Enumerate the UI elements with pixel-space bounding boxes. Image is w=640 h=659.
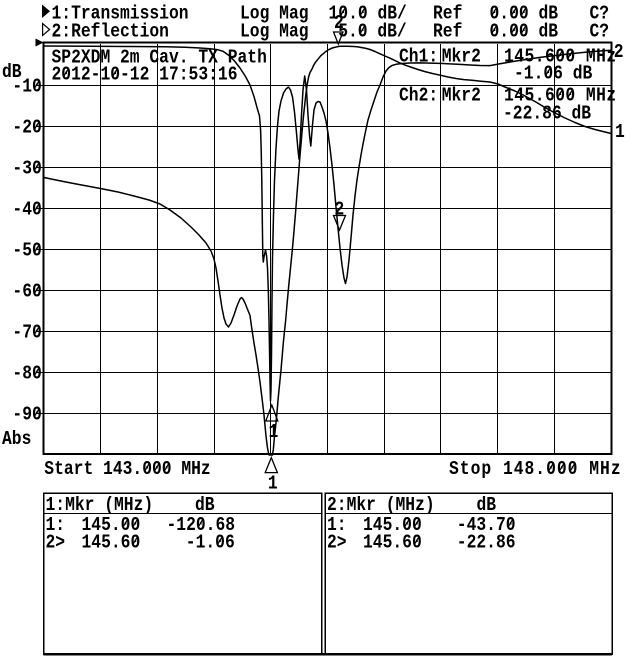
svg-text:1:Mkr (MHz): 1:Mkr (MHz) xyxy=(46,495,154,517)
svg-text:-80: -80 xyxy=(12,364,41,386)
svg-text:Ch1:: Ch1: xyxy=(399,46,438,68)
svg-text:Mkr2: Mkr2 xyxy=(442,85,481,107)
svg-text:Stop 148.000 MHz: Stop 148.000 MHz xyxy=(449,459,622,481)
svg-text:dB: dB xyxy=(477,495,497,517)
svg-text:dB: dB xyxy=(195,495,215,517)
svg-text:Log Mag: Log Mag xyxy=(240,3,309,25)
svg-text:-10: -10 xyxy=(12,77,41,99)
svg-text:-70: -70 xyxy=(12,323,41,345)
svg-text:-40: -40 xyxy=(12,200,41,222)
svg-text:2: 2 xyxy=(334,13,344,35)
svg-text:1:Transmission: 1:Transmission xyxy=(52,3,189,25)
svg-text:5.0 dB/: 5.0 dB/ xyxy=(338,21,407,43)
svg-text:SP2XDM 2m Cav. TX Path: SP2XDM 2m Cav. TX Path xyxy=(52,47,267,69)
svg-text:Log Mag: Log Mag xyxy=(240,21,309,43)
svg-text:-20: -20 xyxy=(12,118,41,140)
svg-text:0.00 dB: 0.00 dB xyxy=(490,21,559,43)
svg-text:145.60: 145.60 xyxy=(82,532,141,554)
svg-text:2: 2 xyxy=(614,42,624,64)
svg-text:Ref: Ref xyxy=(433,3,462,25)
svg-text:2:Mkr (MHz): 2:Mkr (MHz) xyxy=(327,495,435,517)
svg-text:145.600 MHz: 145.600 MHz xyxy=(504,85,617,107)
svg-text:-22.86: -22.86 xyxy=(457,532,516,554)
svg-text:2: 2 xyxy=(335,199,345,221)
svg-text:Start 143.000 MHz: Start 143.000 MHz xyxy=(44,459,210,481)
svg-text:Abs: Abs xyxy=(2,429,31,451)
svg-text:145.00: 145.00 xyxy=(82,515,141,537)
svg-text:-30: -30 xyxy=(12,159,41,181)
svg-text:2>: 2> xyxy=(327,532,347,554)
svg-text:Ch2:: Ch2: xyxy=(399,85,438,107)
svg-text:1: 1 xyxy=(615,122,625,144)
svg-text:C?: C? xyxy=(590,3,610,25)
svg-text:2012-10-12 17:53:16: 2012-10-12 17:53:16 xyxy=(52,64,238,86)
svg-text:1:: 1: xyxy=(46,515,66,537)
svg-text:-90: -90 xyxy=(12,405,41,427)
svg-text:145.00: 145.00 xyxy=(363,515,422,537)
svg-text:Mkr2: Mkr2 xyxy=(442,46,481,68)
svg-text:Ref: Ref xyxy=(433,21,462,43)
svg-text:C?: C? xyxy=(590,21,610,43)
svg-text:-1.06: -1.06 xyxy=(186,532,235,554)
svg-text:-50: -50 xyxy=(12,241,41,263)
svg-text:145.600 MHz: 145.600 MHz xyxy=(504,46,617,68)
svg-text:dB: dB xyxy=(2,62,22,84)
svg-text:1:: 1: xyxy=(327,515,347,537)
svg-text:-60: -60 xyxy=(12,282,41,304)
svg-text:2:Reflection: 2:Reflection xyxy=(52,21,169,43)
svg-text:145.60: 145.60 xyxy=(363,532,422,554)
svg-text:-22.86 dB: -22.86 dB xyxy=(503,103,591,125)
svg-text:-120.68: -120.68 xyxy=(167,515,236,537)
svg-text:1: 1 xyxy=(268,473,278,495)
svg-text:10.0 dB/: 10.0 dB/ xyxy=(329,3,407,25)
svg-text:1: 1 xyxy=(269,422,279,444)
svg-text:0.00 dB: 0.00 dB xyxy=(490,3,559,25)
svg-text:-1.06 dB: -1.06 dB xyxy=(514,63,593,85)
svg-text:-43.70: -43.70 xyxy=(457,515,516,537)
svg-text:2>: 2> xyxy=(46,532,66,554)
